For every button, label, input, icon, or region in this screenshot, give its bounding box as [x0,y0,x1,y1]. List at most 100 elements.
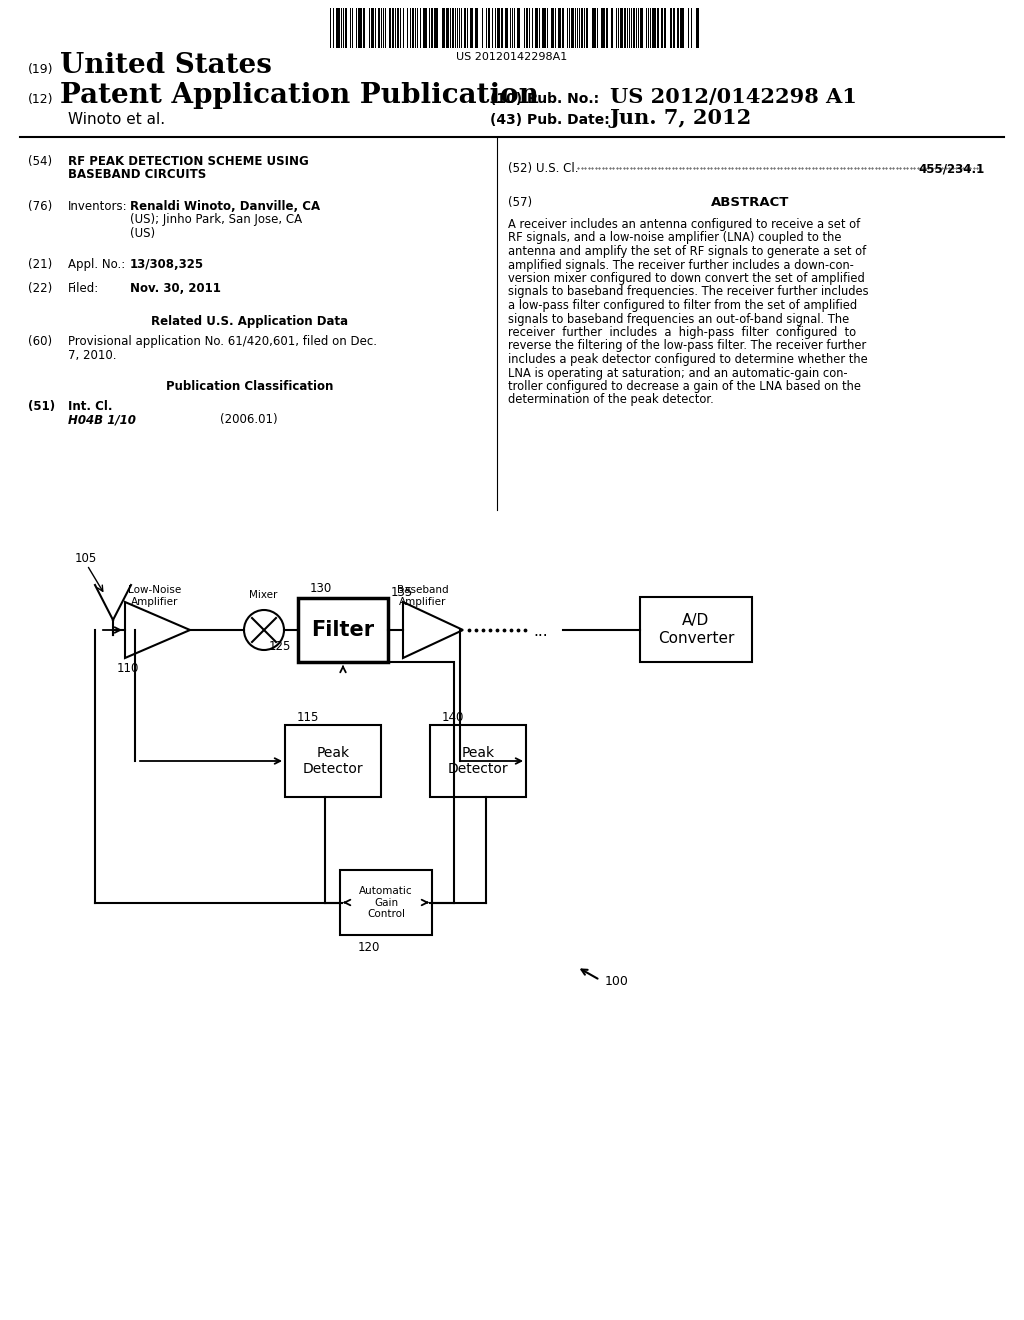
Bar [412,8,414,48]
Text: (19): (19) [28,63,53,77]
Text: BASEBAND CIRCUITS: BASEBAND CIRCUITS [68,169,206,181]
Bar [423,8,427,48]
Text: reverse the filtering of the low-pass filter. The receiver further: reverse the filtering of the low-pass fi… [508,339,866,352]
Bar [652,8,656,48]
Bar [562,8,564,48]
Text: LNA is operating at saturation; and an automatic-gain con-: LNA is operating at saturation; and an a… [508,367,848,380]
Text: A/D
Converter: A/D Converter [657,614,734,645]
Text: (43) Pub. Date:: (43) Pub. Date: [490,114,609,127]
Text: ...: ... [534,624,548,639]
Bar [501,8,503,48]
Bar [452,8,454,48]
Text: ABSTRACT: ABSTRACT [711,195,790,209]
Text: (US); Jinho Park, San Jose, CA: (US); Jinho Park, San Jose, CA [130,214,302,227]
Bar [620,8,623,48]
Text: 120: 120 [358,941,380,954]
Bar [345,8,347,48]
Text: RF PEAK DETECTION SCHEME USING: RF PEAK DETECTION SCHEME USING [68,154,309,168]
Text: (12): (12) [28,92,53,106]
Text: 7, 2010.: 7, 2010. [68,348,117,362]
Text: determination of the peak detector.: determination of the peak detector. [508,393,714,407]
Bar [517,8,520,48]
Text: includes a peak detector configured to determine whether the: includes a peak detector configured to d… [508,352,867,366]
Bar [677,8,679,48]
Text: amplified signals. The receiver further includes a down-con-: amplified signals. The receiver further … [508,259,854,272]
Bar [298,598,388,663]
Text: Provisional application No. 61/420,601, filed on Dec.: Provisional application No. 61/420,601, … [68,335,377,348]
Text: signals to baseband frequencies. The receiver further includes: signals to baseband frequencies. The rec… [508,285,868,298]
Text: troller configured to decrease a gain of the LNA based on the: troller configured to decrease a gain of… [508,380,861,393]
Bar [601,8,605,48]
Text: 105: 105 [75,552,97,565]
Text: a low-pass filter configured to filter from the set of amplified: a low-pass filter configured to filter f… [508,300,857,312]
Bar [624,8,626,48]
Text: Low-Noise
Amplifier: Low-Noise Amplifier [128,585,181,607]
Bar [340,870,432,935]
Text: version mixer configured to down convert the set of amplified: version mixer configured to down convert… [508,272,864,285]
Text: (US): (US) [130,227,155,240]
Bar [430,725,526,797]
Bar [535,8,538,48]
Bar [464,8,466,48]
Bar [640,597,752,663]
Text: Filed:: Filed: [68,282,99,294]
Bar [362,8,365,48]
Text: Inventors:: Inventors: [68,201,128,213]
Bar [571,8,574,48]
Text: (76): (76) [28,201,52,213]
Bar [551,8,554,48]
Bar [371,8,374,48]
Bar [434,8,438,48]
Bar [592,8,596,48]
Bar [696,8,699,48]
Bar [640,8,643,48]
Bar [392,8,394,48]
Text: United States: United States [60,51,272,79]
Text: U.S. Cl.: U.S. Cl. [536,162,579,176]
Text: (10) Pub. No.:: (10) Pub. No.: [490,92,599,106]
Bar [673,8,675,48]
Text: H04B 1/10: H04B 1/10 [68,413,136,426]
Bar [633,8,635,48]
Text: 455/234.1: 455/234.1 [919,162,985,176]
Text: Renaldi Winoto, Danville, CA: Renaldi Winoto, Danville, CA [130,201,321,213]
Text: 100: 100 [605,975,629,987]
Bar [657,8,659,48]
Bar [358,8,362,48]
Bar [526,8,528,48]
Bar [397,8,399,48]
Bar [475,8,478,48]
Text: Automatic
Gain
Control: Automatic Gain Control [359,886,413,919]
Text: 110: 110 [117,663,139,675]
Bar [581,8,583,48]
Bar [431,8,433,48]
Bar [662,8,663,48]
Text: 13/308,325: 13/308,325 [130,257,204,271]
Text: US 2012/0142298 A1: US 2012/0142298 A1 [610,87,857,107]
Text: Peak
Detector: Peak Detector [447,746,508,776]
Text: 115: 115 [297,711,319,723]
Bar [670,8,672,48]
Bar [680,8,684,48]
Text: Publication Classification: Publication Classification [166,380,334,393]
Text: (52): (52) [508,162,532,176]
Bar [586,8,588,48]
Text: Winoto et al.: Winoto et al. [68,112,165,127]
Text: 135: 135 [391,586,414,599]
Bar [611,8,613,48]
Text: Filter: Filter [311,620,375,640]
Bar [285,725,381,797]
Bar [446,8,449,48]
Text: Int. Cl.: Int. Cl. [68,400,113,413]
Text: Mixer: Mixer [249,590,278,601]
Bar [664,8,666,48]
Text: Nov. 30, 2011: Nov. 30, 2011 [130,282,221,294]
Bar [488,8,490,48]
Text: US 20120142298A1: US 20120142298A1 [457,51,567,62]
Text: Appl. No.:: Appl. No.: [68,257,125,271]
Text: Jun. 7, 2012: Jun. 7, 2012 [610,108,753,128]
Bar [505,8,508,48]
Bar [442,8,445,48]
Text: Baseband
Amplifier: Baseband Amplifier [397,585,449,607]
Text: Related U.S. Application Data: Related U.S. Application Data [152,315,348,327]
